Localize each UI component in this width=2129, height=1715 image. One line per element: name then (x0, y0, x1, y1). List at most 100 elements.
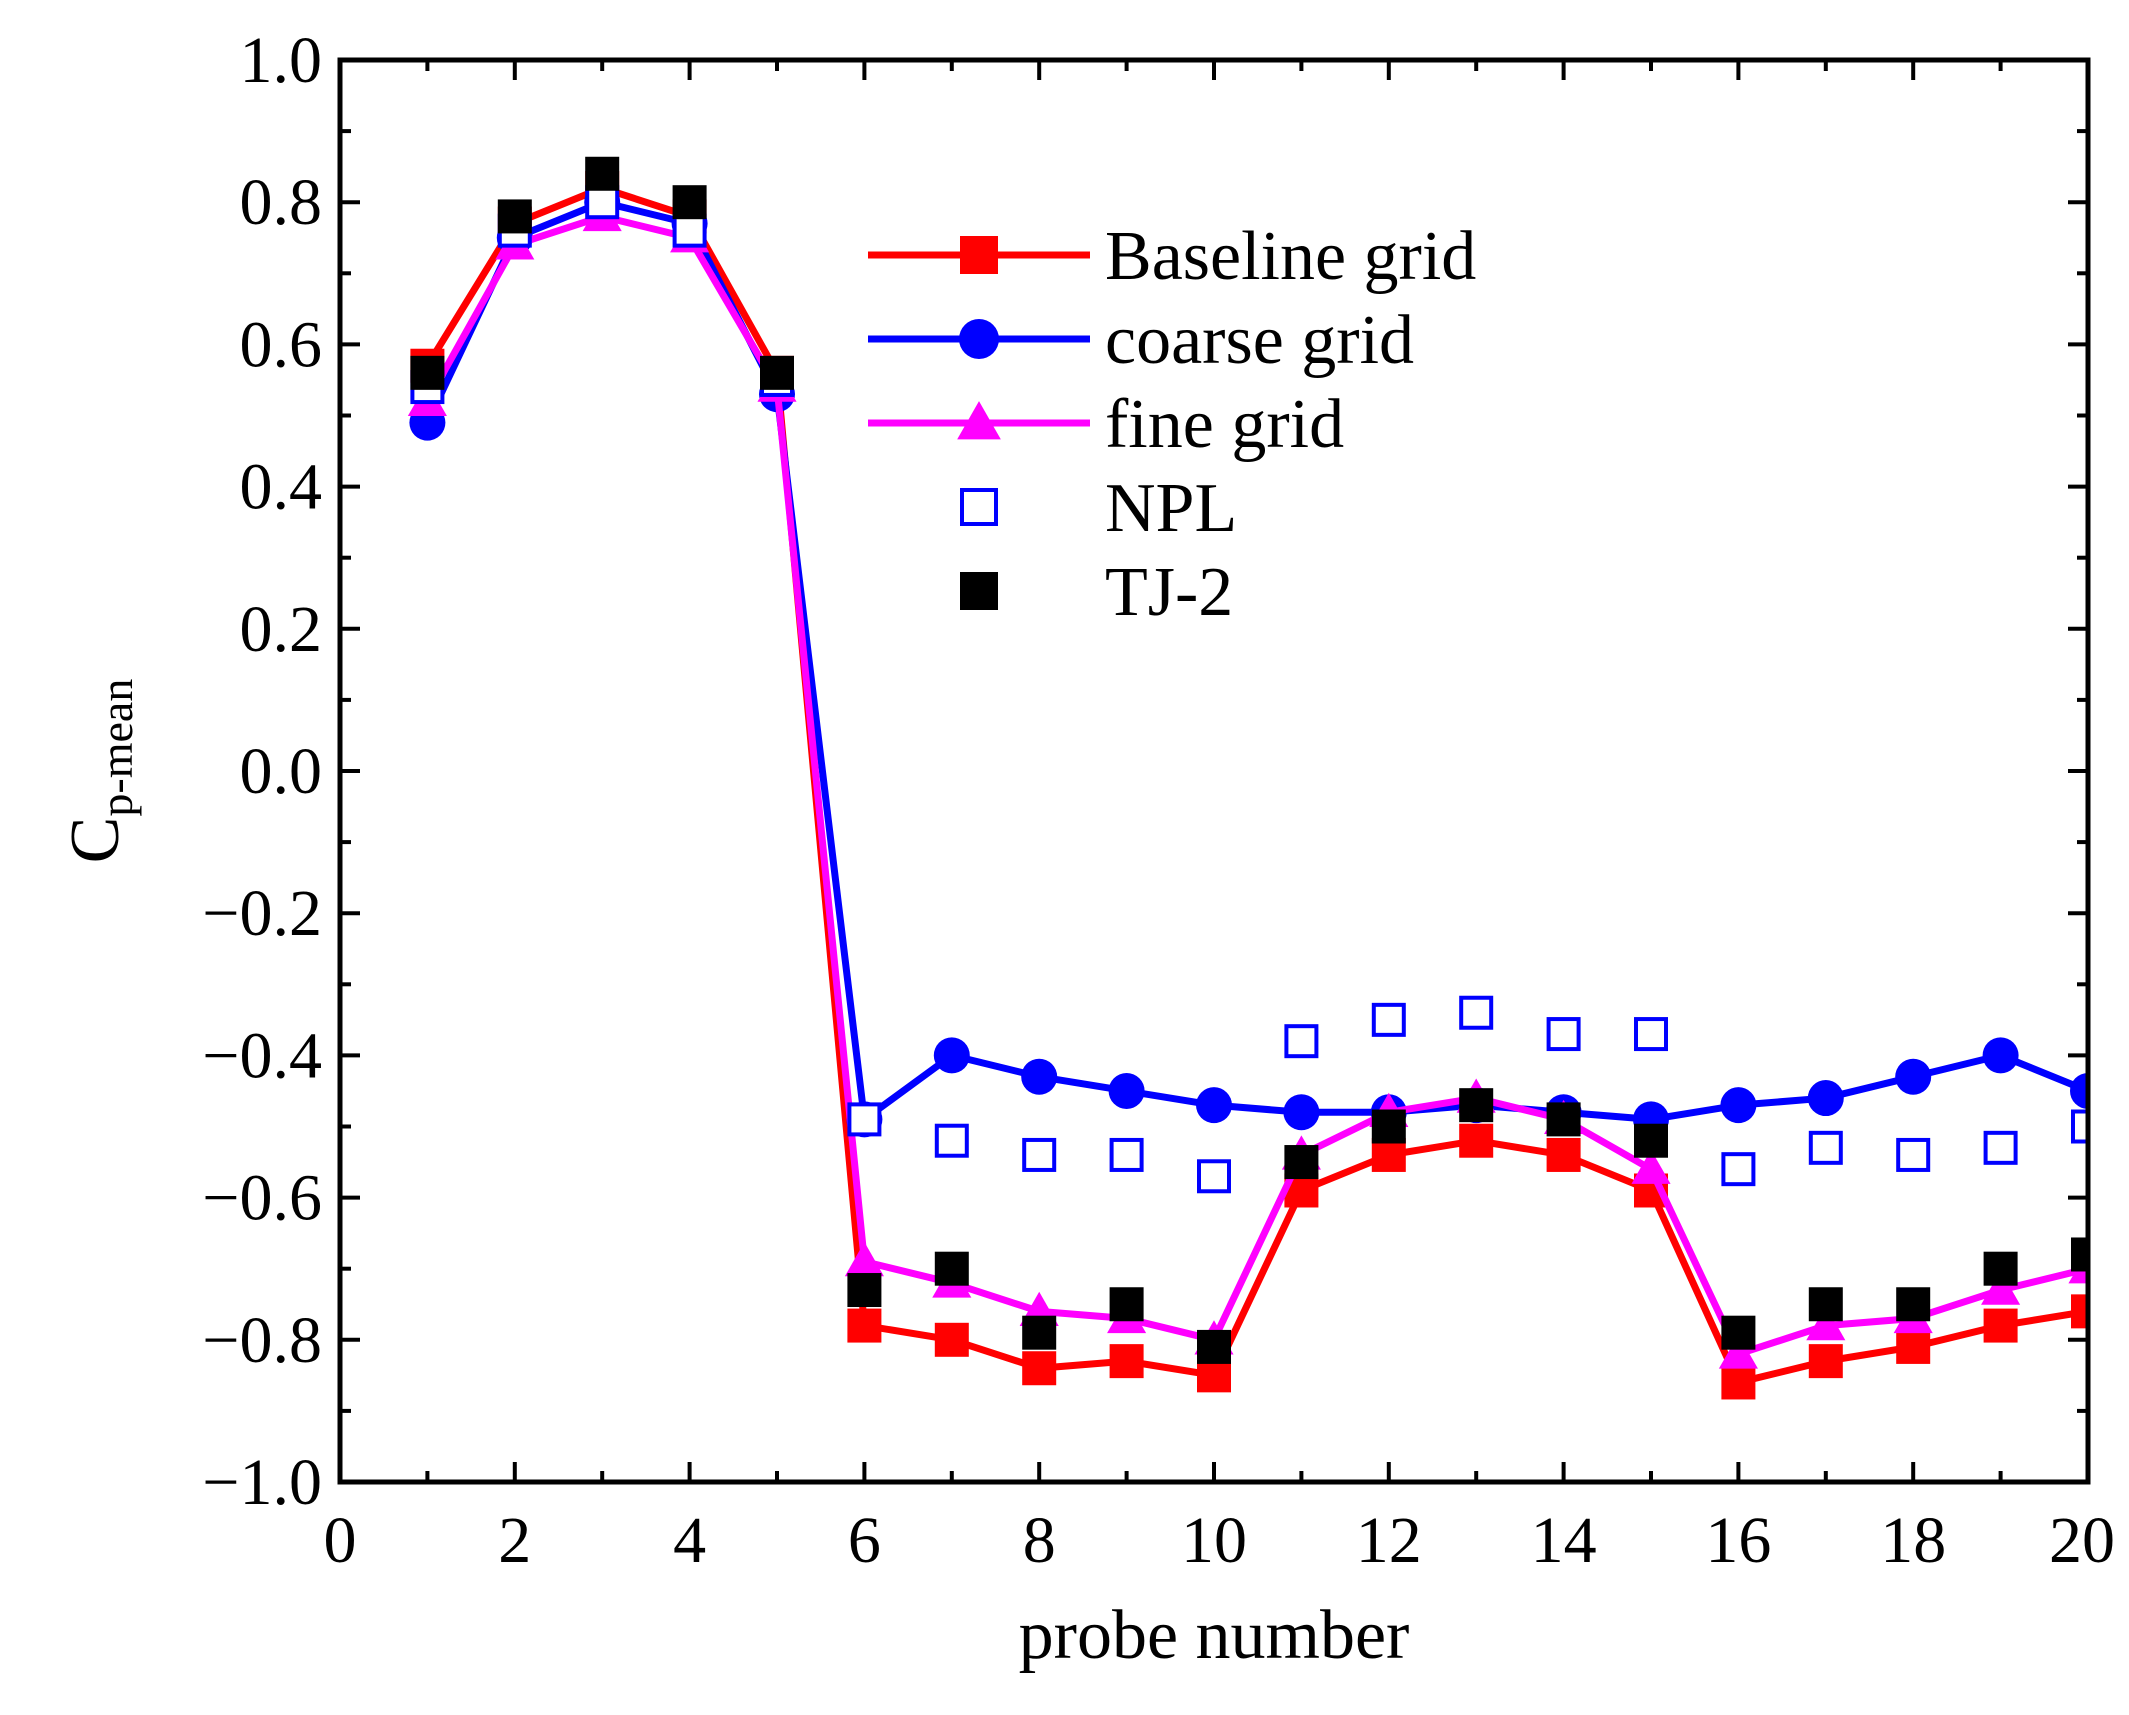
data-point-tj-2 (1721, 1315, 1756, 1350)
data-point-coarse-grid (1021, 1058, 1058, 1095)
data-point-tj-2 (672, 185, 707, 220)
legend-item-npl: NPL (960, 470, 1237, 547)
data-point-baseline-grid (1896, 1329, 1931, 1364)
data-point-npl (1109, 1137, 1144, 1172)
data-point-baseline-grid (934, 1322, 969, 1357)
svg-text:Cp-mean: Cp-mean (57, 679, 142, 864)
plot-frame (337, 57, 2091, 1485)
data-point-coarse-grid (1196, 1087, 1232, 1124)
y-axis-title: Cp-mean (57, 679, 142, 864)
x-tick-label: 2 (498, 1504, 531, 1577)
y-tick-label: −0.4 (202, 1019, 322, 1092)
data-point-tj-2 (934, 1251, 969, 1286)
data-point-baseline-grid (1983, 1308, 2018, 1343)
data-point-coarse-grid (1982, 1037, 2019, 1074)
data-point-npl (1546, 1017, 1581, 1052)
data-point-coarse-grid (1807, 1080, 1844, 1117)
data-point-fine-grid (1806, 1306, 1846, 1341)
series-tj-2 (410, 156, 2088, 1364)
series-line-fine-grid (424, 212, 2088, 1358)
y-tick-labels: 1.0 0.8 0.6 0.4 0.2 0.0 −0.2 −0.4 −0.6 −0.8 −1.0 (202, 24, 322, 1519)
data-point-tj-2 (585, 156, 620, 191)
tick-layer (338, 58, 2090, 1484)
data-point-tj-2 (410, 355, 445, 390)
series-npl (410, 185, 2088, 1194)
data-point-tj-2 (1546, 1102, 1581, 1137)
data-point-npl (1459, 995, 1494, 1030)
x-tick-label: 20 (2049, 1504, 2115, 1577)
data-point-npl (1983, 1130, 2018, 1165)
x-tick-label: 12 (1356, 1504, 1422, 1577)
legend-label: coarse grid (1105, 302, 1414, 379)
legend-item-tj-2: TJ-2 (960, 554, 1233, 631)
data-point-npl (847, 1102, 882, 1137)
y-tick-label: 0.2 (240, 593, 323, 666)
legend-label: TJ-2 (1105, 554, 1233, 631)
data-point-npl (934, 1123, 969, 1158)
data-point-fine-grid (1718, 1334, 1758, 1369)
data-point-tj-2 (1371, 1109, 1406, 1144)
data-point-tj-2 (1983, 1251, 2018, 1286)
data-point-tj-2 (1109, 1287, 1144, 1322)
legend-marker (959, 319, 999, 359)
x-tick-label: 0 (324, 1504, 357, 1577)
data-point-baseline-grid (1022, 1351, 1057, 1386)
data-point-baseline-grid (847, 1308, 882, 1343)
x-tick-label: 16 (1705, 1504, 1771, 1577)
y-tick-label: 0.6 (240, 308, 323, 381)
x-tick-labels: 0 2 4 6 8 10 12 14 16 18 20 (324, 1504, 2116, 1577)
x-tick-label: 18 (1880, 1504, 1946, 1577)
data-point-baseline-grid (1197, 1358, 1231, 1393)
data-point-tj-2 (1634, 1123, 1668, 1158)
data-point-tj-2 (1808, 1287, 1843, 1322)
y-tick-label: −0.6 (202, 1162, 322, 1235)
y-tick-label: −0.2 (202, 877, 322, 950)
y-tick-label: 0.0 (240, 735, 323, 808)
data-point-baseline-grid (1721, 1365, 1756, 1400)
legend-marker (957, 401, 1001, 440)
data-point-baseline-grid (1808, 1344, 1843, 1379)
data-point-coarse-grid (1720, 1087, 1757, 1124)
legend-item-baseline-grid: Baseline grid (868, 218, 1476, 295)
y-tick-label: 0.4 (240, 451, 323, 524)
y-axis-title-main: C (57, 817, 134, 864)
x-tick-label: 14 (1531, 1504, 1597, 1577)
x-tick-label: 10 (1181, 1504, 1247, 1577)
data-point-tj-2 (760, 355, 794, 390)
data-point-tj-2 (1022, 1315, 1057, 1350)
legend-marker (960, 236, 998, 274)
data-point-fine-grid (844, 1242, 884, 1277)
x-axis-title: probe number (1019, 1597, 1410, 1674)
data-point-coarse-grid (933, 1037, 970, 1074)
data-point-fine-grid (1631, 1149, 1671, 1184)
data-point-tj-2 (1284, 1145, 1319, 1180)
legend-item-coarse-grid: coarse grid (868, 302, 1414, 379)
data-point-baseline-grid (1546, 1137, 1581, 1172)
legend-label: fine grid (1105, 386, 1344, 463)
data-point-npl (672, 213, 707, 248)
legend-marker (960, 488, 998, 526)
data-point-baseline-grid (2071, 1294, 2088, 1329)
data-point-coarse-grid (2070, 1072, 2088, 1109)
data-point-npl (1284, 1024, 1319, 1059)
data-point-tj-2 (1197, 1329, 1231, 1364)
data-point-npl (1197, 1159, 1231, 1194)
series-layer (407, 156, 2088, 1400)
legend-item-fine-grid: fine grid (868, 386, 1344, 463)
legend-marker (960, 572, 998, 610)
data-point-npl (585, 185, 620, 220)
data-point-npl (2071, 1109, 2088, 1144)
data-point-npl (1808, 1130, 1843, 1165)
data-point-npl (1896, 1137, 1931, 1172)
y-tick-label: 1.0 (240, 24, 323, 97)
data-point-tj-2 (2071, 1237, 2088, 1272)
data-point-fine-grid (1981, 1270, 2021, 1305)
data-point-baseline-grid (1109, 1344, 1144, 1379)
data-point-tj-2 (1896, 1287, 1931, 1322)
data-point-tj-2 (497, 199, 532, 234)
data-point-baseline-grid (1459, 1123, 1494, 1158)
data-point-baseline-grid (1371, 1137, 1406, 1172)
y-tick-label: −1.0 (202, 1446, 322, 1519)
